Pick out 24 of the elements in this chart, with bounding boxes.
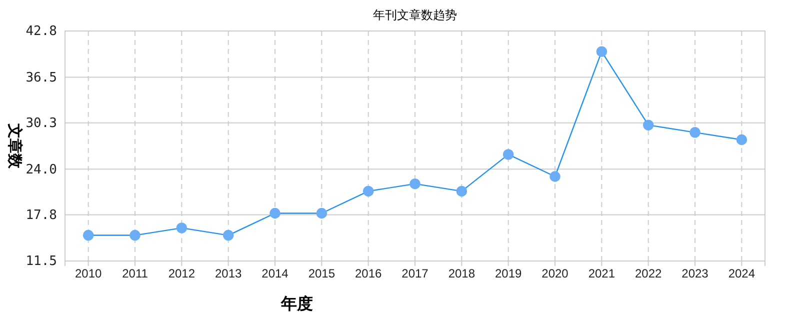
x-tick-label: 2024 bbox=[728, 266, 756, 281]
x-tick-label: 2012 bbox=[168, 266, 196, 281]
y-tick-label: 11.5 bbox=[26, 254, 57, 270]
x-tick-label: 2016 bbox=[354, 266, 382, 281]
x-tick-label: 2021 bbox=[588, 266, 616, 281]
y-tick-label: 30.3 bbox=[26, 116, 57, 132]
x-tick-label: 2022 bbox=[634, 266, 662, 281]
y-tick-label: 36.5 bbox=[26, 70, 57, 86]
x-tick-label: 2019 bbox=[494, 266, 522, 281]
x-tick-label: 2018 bbox=[448, 266, 476, 281]
chart-title: 年刊文章数趋势 bbox=[373, 8, 457, 22]
x-axis-title: 年度 bbox=[280, 294, 313, 313]
y-axis-title: 文章数 bbox=[6, 122, 24, 170]
x-tick-label: 2017 bbox=[402, 266, 429, 281]
x-tick-label: 2015 bbox=[308, 266, 336, 281]
x-tick-label: 2011 bbox=[122, 266, 148, 281]
y-tick-label: 17.8 bbox=[26, 208, 57, 223]
x-tick-label: 2013 bbox=[214, 266, 242, 281]
y-tick-label: 24.0 bbox=[26, 162, 57, 178]
x-tick-label: 2023 bbox=[682, 266, 709, 281]
y-tick-label: 42.8 bbox=[26, 24, 57, 40]
x-tick-label: 2010 bbox=[74, 266, 102, 281]
x-tick-label: 2014 bbox=[262, 266, 289, 281]
x-tick-label: 2020 bbox=[542, 266, 569, 281]
